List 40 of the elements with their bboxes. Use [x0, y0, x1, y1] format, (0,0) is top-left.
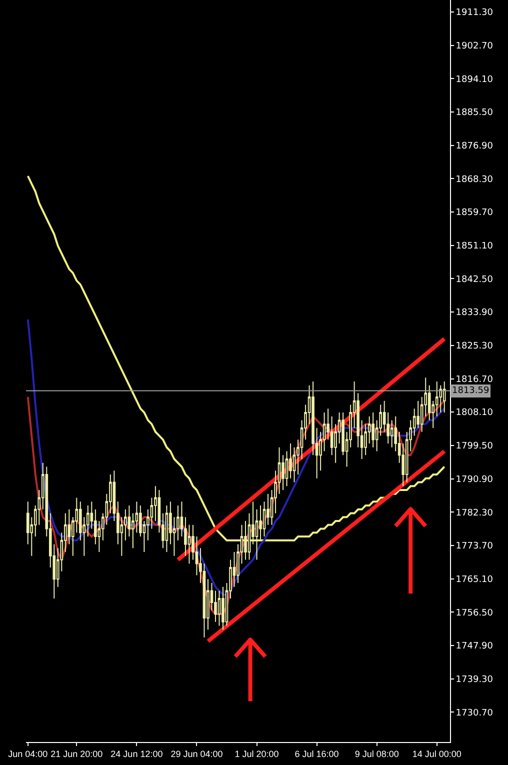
x-tick-label: 21 Jun 20:00 [50, 748, 103, 759]
y-tick-label: 1894.10 [456, 74, 494, 85]
y-tick-label: 1825.30 [456, 342, 494, 352]
line-series [26, 175, 446, 542]
y-tick-label: 1773.70 [456, 542, 494, 552]
candlestick [442, 380, 446, 413]
line-series [26, 396, 446, 616]
y-tick-label: 1799.50 [456, 442, 494, 452]
y-tick-label: 1739.30 [456, 674, 494, 685]
x-tick-label: Jun 04:00 [8, 748, 48, 759]
y-tick-label: 1902.70 [456, 42, 494, 52]
candlestick [218, 590, 221, 626]
candlestick [439, 384, 442, 413]
x-tick-label: 9 Jul 08:00 [354, 748, 399, 759]
candlestick [165, 505, 168, 553]
line-series [26, 318, 446, 596]
y-tick-label: 1765.10 [456, 574, 494, 585]
ref-line-label: 1813.59 [452, 386, 490, 396]
x-tick-label: 14 Jul 00:00 [412, 748, 462, 759]
y-tick-label: 1851.10 [456, 242, 494, 252]
y-tick-label: 1816.70 [456, 374, 494, 385]
x-tick-label: 29 Jun 04:00 [170, 748, 223, 759]
candlestick [222, 586, 224, 630]
y-tick-label: 1730.70 [456, 708, 494, 718]
y-tick-label: 1808.10 [456, 408, 494, 418]
candlestick [372, 412, 374, 448]
y-tick-label: 1747.90 [456, 642, 494, 652]
x-tick-label: 24 Jun 12:00 [110, 748, 163, 759]
x-tick-label: 6 Jul 16:00 [294, 748, 339, 759]
y-tick-label: 1842.50 [456, 274, 494, 285]
y-tick-label: 1868.30 [456, 174, 494, 185]
y-tick-label: 1756.50 [456, 608, 494, 618]
x-tick-label: 1 Jul 20:00 [234, 748, 279, 759]
y-tick-label: 1859.70 [456, 208, 494, 218]
y-tick-label: 1885.50 [456, 108, 494, 118]
y-tick-label: 1911.30 [456, 8, 494, 18]
y-tick-label: 1790.90 [456, 474, 494, 485]
y-tick-label: 1782.30 [456, 508, 494, 518]
y-tick-label: 1876.90 [456, 142, 494, 152]
y-tick-label: 1833.90 [456, 308, 494, 318]
